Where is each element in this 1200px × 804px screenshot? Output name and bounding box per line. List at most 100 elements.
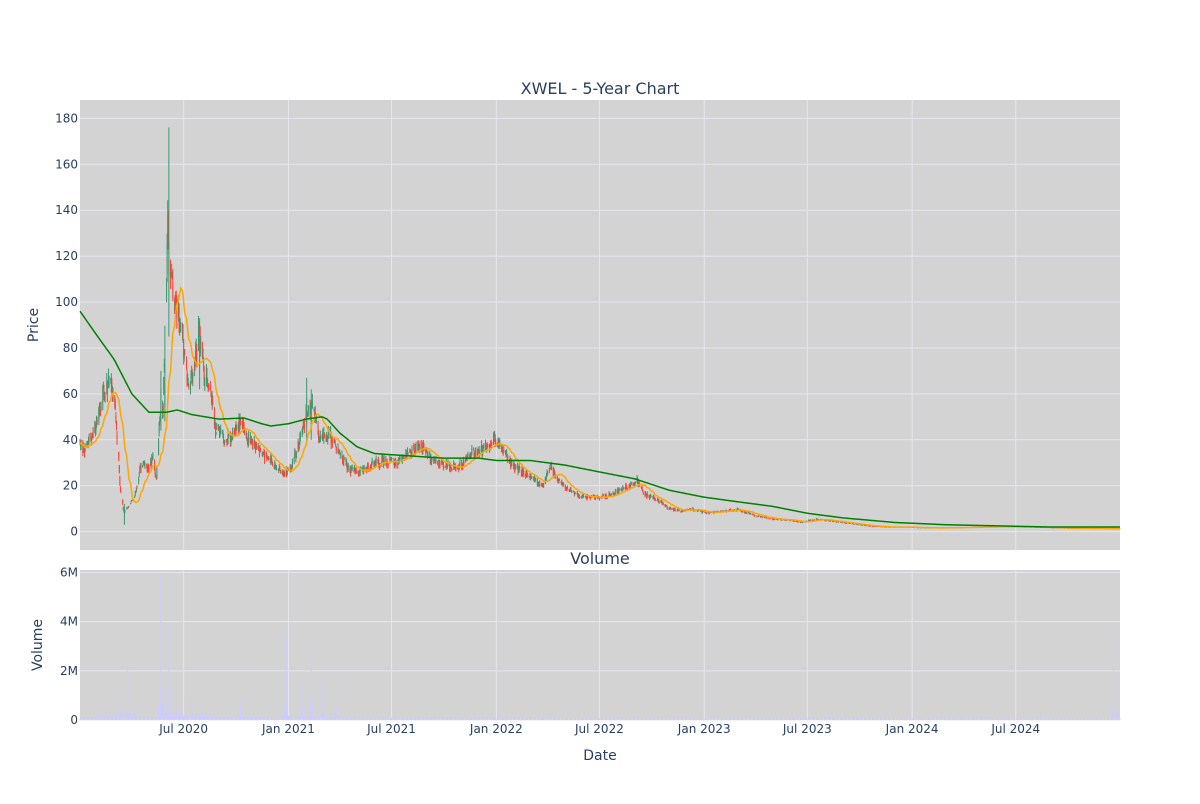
candle-body: [200, 344, 201, 348]
volume-bar: [882, 719, 883, 720]
candle-body: [762, 517, 763, 518]
volume-bar: [1085, 718, 1086, 720]
volume-bar: [152, 718, 153, 720]
volume-bar: [750, 719, 751, 720]
volume-bar: [563, 719, 564, 720]
candle-body: [571, 490, 572, 492]
candle-body: [220, 429, 221, 432]
x-tick-label: Jul 2020: [158, 722, 208, 736]
volume-bar: [647, 718, 648, 720]
candle-body: [115, 416, 116, 419]
volume-bar: [372, 719, 373, 720]
volume-bar: [280, 718, 281, 720]
volume-bar: [743, 719, 744, 720]
volume-bar: [240, 702, 241, 720]
volume-bar: [204, 716, 205, 720]
volume-bar: [715, 719, 716, 720]
candle-body: [226, 439, 227, 441]
volume-bar: [503, 718, 504, 720]
volume-bar: [380, 719, 381, 720]
volume-bar: [1077, 719, 1078, 720]
volume-bar: [1046, 719, 1047, 720]
candle-body: [603, 495, 604, 496]
volume-bar: [348, 718, 349, 720]
volume-bar: [495, 718, 496, 720]
volume-bar: [862, 718, 863, 720]
candle-body: [158, 441, 159, 455]
volume-bar: [188, 716, 189, 720]
candle-body: [563, 484, 564, 485]
volume-bar: [129, 715, 130, 720]
candle-body: [134, 497, 135, 498]
volume-bar: [117, 717, 118, 720]
volume-y-axis-title: Volume: [30, 619, 46, 671]
volume-bar: [579, 719, 580, 720]
volume-bar: [113, 715, 114, 720]
volume-bar: [451, 718, 452, 720]
volume-chart-title: Volume: [570, 549, 630, 568]
volume-bar: [1042, 715, 1043, 720]
volume-bar: [296, 717, 297, 720]
volume-bar: [300, 716, 301, 720]
volume-bar: [228, 718, 229, 720]
volume-bar: [436, 718, 437, 720]
candle-body: [651, 496, 652, 497]
price-y-tick-label: 40: [63, 433, 78, 447]
candle-body: [163, 406, 164, 412]
candle-body: [356, 470, 357, 474]
candle-body: [280, 471, 281, 473]
candle-body: [412, 446, 413, 454]
volume-bar: [659, 719, 660, 720]
candle-body: [814, 519, 815, 520]
volume-bar: [687, 718, 688, 720]
volume-bar: [691, 718, 692, 720]
volume-bar: [790, 718, 791, 720]
volume-bar: [675, 719, 676, 720]
candle-body: [451, 469, 452, 470]
volume-bar: [1113, 631, 1114, 720]
volume-bar: [739, 719, 740, 720]
candle-body: [268, 457, 269, 459]
volume-bar: [802, 719, 803, 720]
volume-bar: [978, 719, 979, 720]
candle-body: [707, 512, 708, 513]
volume-bar: [842, 719, 843, 720]
volume-bar: [316, 718, 317, 720]
candle-body: [129, 506, 130, 507]
volume-bar: [994, 719, 995, 720]
volume-bar: [424, 719, 425, 720]
candle-body: [299, 446, 300, 448]
candle-body: [119, 465, 120, 473]
volume-bar: [754, 719, 755, 720]
volume-bar: [798, 719, 799, 720]
volume-bar: [164, 719, 165, 720]
candle-body: [256, 443, 257, 447]
candle-body: [272, 465, 273, 466]
candle-body: [120, 488, 121, 492]
volume-bar: [356, 719, 357, 720]
volume-bar: [906, 718, 907, 720]
volume-bar: [1069, 718, 1070, 720]
candle-body: [547, 472, 548, 474]
candle-body: [527, 474, 528, 478]
candle-body: [611, 494, 612, 495]
candle-body: [384, 457, 385, 462]
volume-bar: [384, 719, 385, 720]
candle-body: [284, 473, 285, 475]
candle-body: [121, 492, 122, 493]
candle-body: [764, 517, 765, 518]
volume-bar: [719, 719, 720, 720]
volume-bar: [420, 718, 421, 720]
volume-bar: [93, 717, 94, 720]
volume-bar: [392, 719, 393, 720]
candle-body: [750, 514, 751, 515]
candle-body: [846, 523, 847, 524]
volume-bar: [607, 719, 608, 720]
candle-body: [655, 499, 656, 501]
candle-body: [432, 461, 433, 462]
candle-body: [125, 510, 126, 513]
volume-bar: [631, 719, 632, 720]
x-tick-label: Jan 2023: [677, 722, 731, 736]
volume-bar: [308, 715, 309, 720]
candle-body: [443, 466, 444, 467]
